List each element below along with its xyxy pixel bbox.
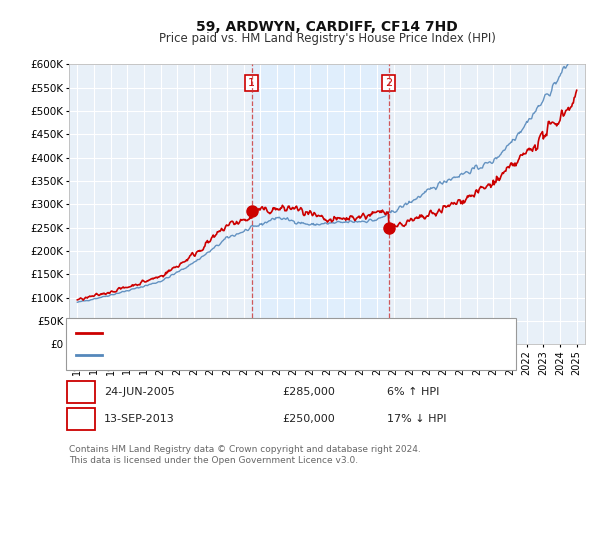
Text: 2: 2 bbox=[77, 412, 85, 426]
Text: 59, ARDWYN, CARDIFF, CF14 7HD (detached house): 59, ARDWYN, CARDIFF, CF14 7HD (detached … bbox=[108, 328, 379, 338]
Text: 24-JUN-2005: 24-JUN-2005 bbox=[104, 387, 175, 397]
Text: Contains HM Land Registry data © Crown copyright and database right 2024.
This d: Contains HM Land Registry data © Crown c… bbox=[69, 445, 421, 465]
Text: 13-SEP-2013: 13-SEP-2013 bbox=[104, 414, 175, 424]
Text: £285,000: £285,000 bbox=[282, 387, 335, 397]
Text: 1: 1 bbox=[248, 78, 255, 88]
Text: 6% ↑ HPI: 6% ↑ HPI bbox=[387, 387, 439, 397]
Text: 17% ↓ HPI: 17% ↓ HPI bbox=[387, 414, 446, 424]
Text: Price paid vs. HM Land Registry's House Price Index (HPI): Price paid vs. HM Land Registry's House … bbox=[158, 32, 496, 45]
Text: HPI: Average price, detached house, Cardiff: HPI: Average price, detached house, Card… bbox=[108, 351, 336, 360]
Bar bbox=[252, 64, 389, 344]
Text: £250,000: £250,000 bbox=[282, 414, 335, 424]
Text: 59, ARDWYN, CARDIFF, CF14 7HD: 59, ARDWYN, CARDIFF, CF14 7HD bbox=[196, 20, 458, 34]
Text: 1: 1 bbox=[77, 385, 85, 399]
Text: 2: 2 bbox=[385, 78, 392, 88]
